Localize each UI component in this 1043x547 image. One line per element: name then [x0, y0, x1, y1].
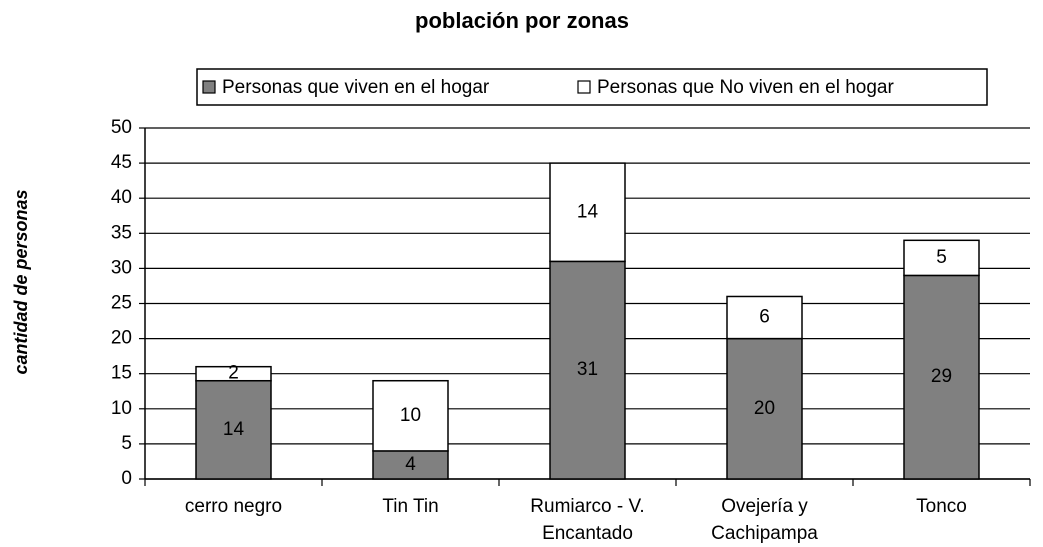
y-tick-label: 30	[111, 257, 132, 278]
data-label: 10	[400, 405, 421, 426]
legend-label: Personas que viven en el hogar	[222, 77, 490, 98]
bar-segment	[195, 365, 272, 382]
data-label: 4	[405, 454, 416, 475]
data-label: 20	[754, 398, 775, 419]
y-axis-label: cantidad de personas	[11, 189, 31, 374]
bar-segment	[726, 295, 803, 340]
bar-segment	[372, 450, 449, 480]
y-tick-label: 10	[111, 398, 132, 419]
data-label: 6	[759, 307, 770, 328]
y-tick-label: 35	[111, 222, 132, 243]
x-tick-label: Tonco	[916, 496, 967, 517]
bar-segment	[372, 379, 449, 452]
bar-segment	[903, 274, 980, 480]
data-label: 14	[223, 419, 245, 440]
x-tick-label: Rumiarco - V. Encantado	[530, 496, 645, 544]
x-tick-label-box: Ovejería y Cachipampa	[711, 496, 818, 544]
legend-swatch	[577, 80, 591, 94]
x-tick-label: cerro negro	[184, 496, 283, 517]
legend-label: Personas que No viven en el hogar	[597, 77, 894, 98]
y-tick-label: 25	[111, 293, 132, 314]
data-label: 29	[931, 366, 952, 387]
y-tick-label: 0	[121, 468, 132, 489]
y-tick-label: 50	[111, 117, 132, 138]
y-tick-label: 40	[111, 187, 132, 208]
x-tick-label-box: Rumiarco - V. Encantado	[530, 496, 645, 544]
legend-box	[196, 68, 988, 106]
y-tick-label: 5	[121, 433, 132, 454]
x-tick-label-box: Tin Tin	[382, 496, 439, 517]
bar-segment	[549, 260, 626, 480]
data-label: 31	[577, 359, 598, 380]
bar-segment	[195, 379, 272, 480]
x-tick-label: Ovejería y Cachipampa	[711, 496, 818, 544]
data-label: 14	[577, 201, 599, 222]
data-label: 5	[936, 247, 947, 268]
data-label: 2	[228, 363, 239, 384]
y-tick-label: 15	[111, 363, 132, 384]
x-tick-label: Tin Tin	[382, 496, 439, 517]
bar-segment	[549, 162, 626, 263]
chart-title: población por zonas	[415, 8, 629, 33]
x-tick-label-box: Tonco	[916, 496, 967, 517]
y-tick-label: 20	[111, 328, 132, 349]
x-tick-label-box: cerro negro	[184, 496, 283, 517]
bar-segment	[726, 337, 803, 480]
legend-swatch	[202, 80, 216, 94]
bar-segment	[903, 239, 980, 277]
y-tick-label: 45	[111, 152, 132, 173]
